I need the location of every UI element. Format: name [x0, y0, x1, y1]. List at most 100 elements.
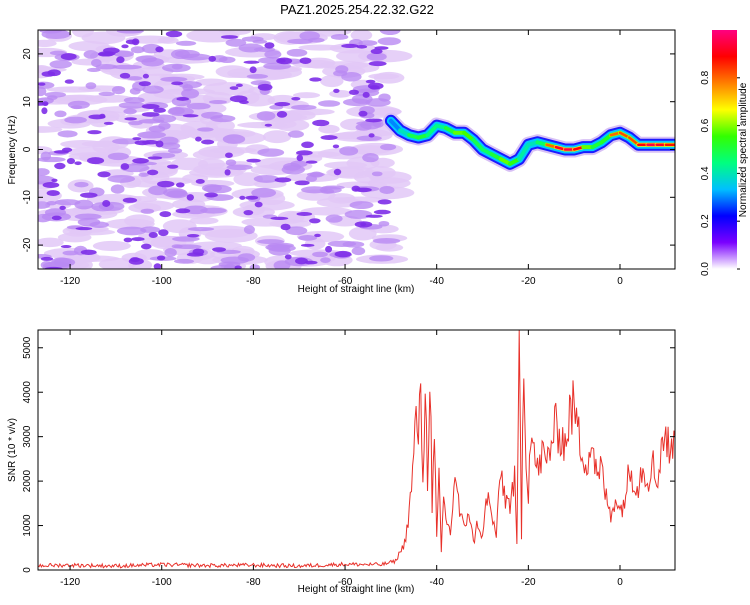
snr-y-tick-label: 5000 [22, 336, 33, 359]
noise-blob [87, 130, 102, 135]
signal-trace [382, 112, 675, 172]
spectrogram-y-tick-label: -20 [22, 237, 33, 252]
noise-blob [201, 111, 224, 119]
noise-blob [286, 48, 308, 57]
noise-blob [39, 30, 62, 34]
spectrogram-y-tick-label: 20 [22, 48, 33, 60]
noise-blob [215, 65, 250, 78]
colorbar-label: Normalized spectral amplitude [738, 82, 749, 217]
noise-blob [98, 257, 137, 269]
noise-blob [294, 180, 310, 186]
noise-blob [38, 156, 66, 163]
noise-blob [130, 46, 145, 54]
snr-y-tick-label: 4000 [22, 381, 33, 404]
noise-blob [59, 205, 66, 210]
noise-blob [87, 157, 105, 165]
noise-blob [369, 255, 394, 262]
spectrogram-y-tick-label: 10 [22, 96, 33, 108]
noise-blob [317, 100, 341, 107]
noise-blob [276, 110, 288, 118]
noise-blob [128, 120, 143, 126]
noise-blob [354, 221, 373, 228]
colorbar-tick-label: 0.0 [700, 262, 711, 276]
colorbar: 0.0 0.2 0.4 0.6 0.8 Normalized spectral ampl… [700, 30, 749, 276]
colorbar-tick-label: 0.2 [700, 214, 711, 228]
noise-blob [175, 208, 191, 214]
noise-blob [274, 102, 291, 107]
noise-blob [74, 181, 89, 188]
noise-blob [299, 57, 312, 64]
noise-blob [264, 42, 275, 49]
snr-y-ticks: 0 1000 2000 3000 4000 5000 [22, 336, 675, 573]
noise-blob [64, 79, 74, 84]
noise-blob [141, 104, 160, 109]
noise-blob [123, 108, 137, 115]
noise-blob [112, 138, 140, 145]
chart-title: PAZ1.2025.254.22.32.G22 [280, 2, 434, 17]
noise-blob [218, 261, 241, 268]
noise-blob [358, 40, 378, 46]
noise-blob [170, 157, 209, 171]
noise-blob [164, 248, 177, 258]
noise-blob [305, 175, 318, 182]
noise-blob [293, 92, 321, 99]
noise-blob [246, 158, 261, 163]
noise-blob [89, 221, 109, 228]
noise-blob [351, 246, 366, 256]
spectrogram-x-label: Height of straight line (km) [298, 284, 415, 295]
noise-blob [123, 237, 133, 243]
noise-blob [38, 168, 50, 176]
spectrogram-x-tick-label: -100 [152, 276, 172, 287]
noise-blob [156, 255, 166, 261]
noise-blob [137, 131, 166, 139]
noise-blob [377, 199, 392, 205]
colorbar-tick-label: 0.6 [700, 118, 711, 132]
noise-blob [138, 81, 151, 87]
noise-blob [263, 62, 292, 70]
noise-blob [38, 213, 52, 223]
noise-blob [298, 44, 343, 51]
noise-blob [153, 107, 166, 113]
snr-x-tick-label: -40 [429, 577, 444, 588]
spectrogram-x-tick-label: -60 [338, 276, 353, 287]
noise-blob [267, 242, 295, 248]
noise-blob [287, 130, 304, 138]
noise-blob [42, 101, 49, 107]
noise-blob [349, 201, 374, 210]
noise-blob [66, 157, 76, 165]
snr-x-tick-label: -20 [521, 577, 536, 588]
noise-blob [142, 73, 149, 79]
snr-y-tick-label: 0 [22, 567, 33, 573]
noise-blob [119, 72, 131, 79]
noise-blob [75, 227, 93, 231]
noise-blob [305, 160, 318, 164]
noise-blob [140, 208, 155, 214]
noise-blob [60, 53, 77, 61]
noise-blob [241, 36, 264, 42]
noise-blob [142, 140, 159, 145]
noise-blob [186, 233, 200, 238]
snr-x-tick-label: -80 [246, 577, 261, 588]
trace-core-segment [471, 137, 485, 152]
noise-blob [74, 213, 102, 220]
snr-x-label: Height of straight line (km) [298, 584, 415, 595]
noise-blob [53, 150, 70, 154]
snr-y-tick-label: 1000 [22, 514, 33, 537]
noise-blob [365, 118, 383, 123]
noise-blob [189, 217, 219, 225]
noise-blob [158, 122, 171, 130]
noise-blob [204, 192, 218, 198]
noise-blob [333, 168, 342, 176]
noise-blob [51, 178, 58, 183]
noise-blob [362, 152, 379, 163]
noise-blob [158, 229, 169, 237]
noise-blob [264, 50, 282, 59]
noise-blob [80, 192, 98, 198]
noise-blob [276, 57, 293, 65]
noise-blob [181, 88, 200, 99]
snr-x-tick-label: -60 [338, 577, 353, 588]
noise-blob [195, 179, 205, 184]
noise-blob [165, 30, 183, 38]
noise-blob [44, 91, 66, 98]
